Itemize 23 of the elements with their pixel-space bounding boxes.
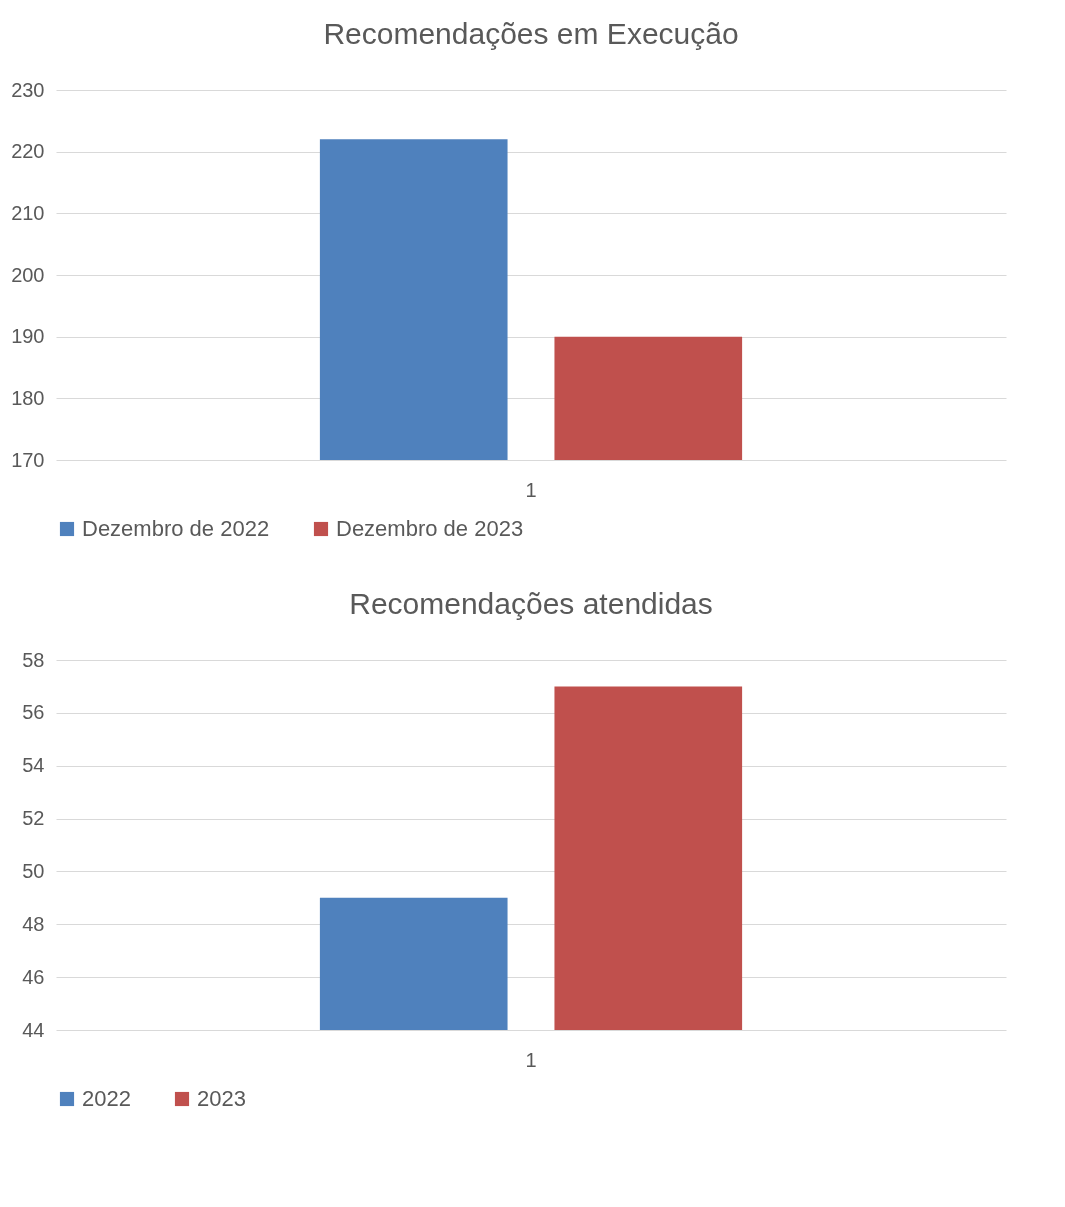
- y-tick-label: 54: [22, 754, 45, 777]
- y-tick-label: 220: [11, 140, 45, 163]
- legend-label: 2023: [197, 1086, 246, 1111]
- y-tick-label: 56: [22, 701, 45, 724]
- legend-label: 2022: [82, 1086, 131, 1111]
- y-tick-label: 210: [11, 201, 45, 224]
- y-tick-label: 230: [11, 78, 45, 101]
- y-tick-label: 52: [22, 807, 45, 830]
- x-tick-label: 1: [525, 1048, 537, 1071]
- y-tick-label: 180: [11, 386, 45, 409]
- y-tick-label: 58: [22, 648, 45, 671]
- chart-title: Recomendações atendidas: [349, 587, 713, 620]
- y-tick-label: 44: [22, 1018, 45, 1041]
- legend-label: Dezembro de 2022: [82, 516, 270, 541]
- y-tick-label: 190: [11, 325, 45, 348]
- y-tick-label: 200: [11, 263, 45, 286]
- y-tick-label: 46: [22, 965, 45, 988]
- y-tick-label: 50: [22, 859, 45, 882]
- y-tick-label: 170: [11, 448, 45, 471]
- chart-title: Recomendações em Execução: [323, 17, 739, 50]
- y-tick-label: 48: [22, 912, 45, 935]
- x-tick-label: 1: [525, 478, 537, 501]
- legend-label: Dezembro de 2023: [336, 516, 524, 541]
